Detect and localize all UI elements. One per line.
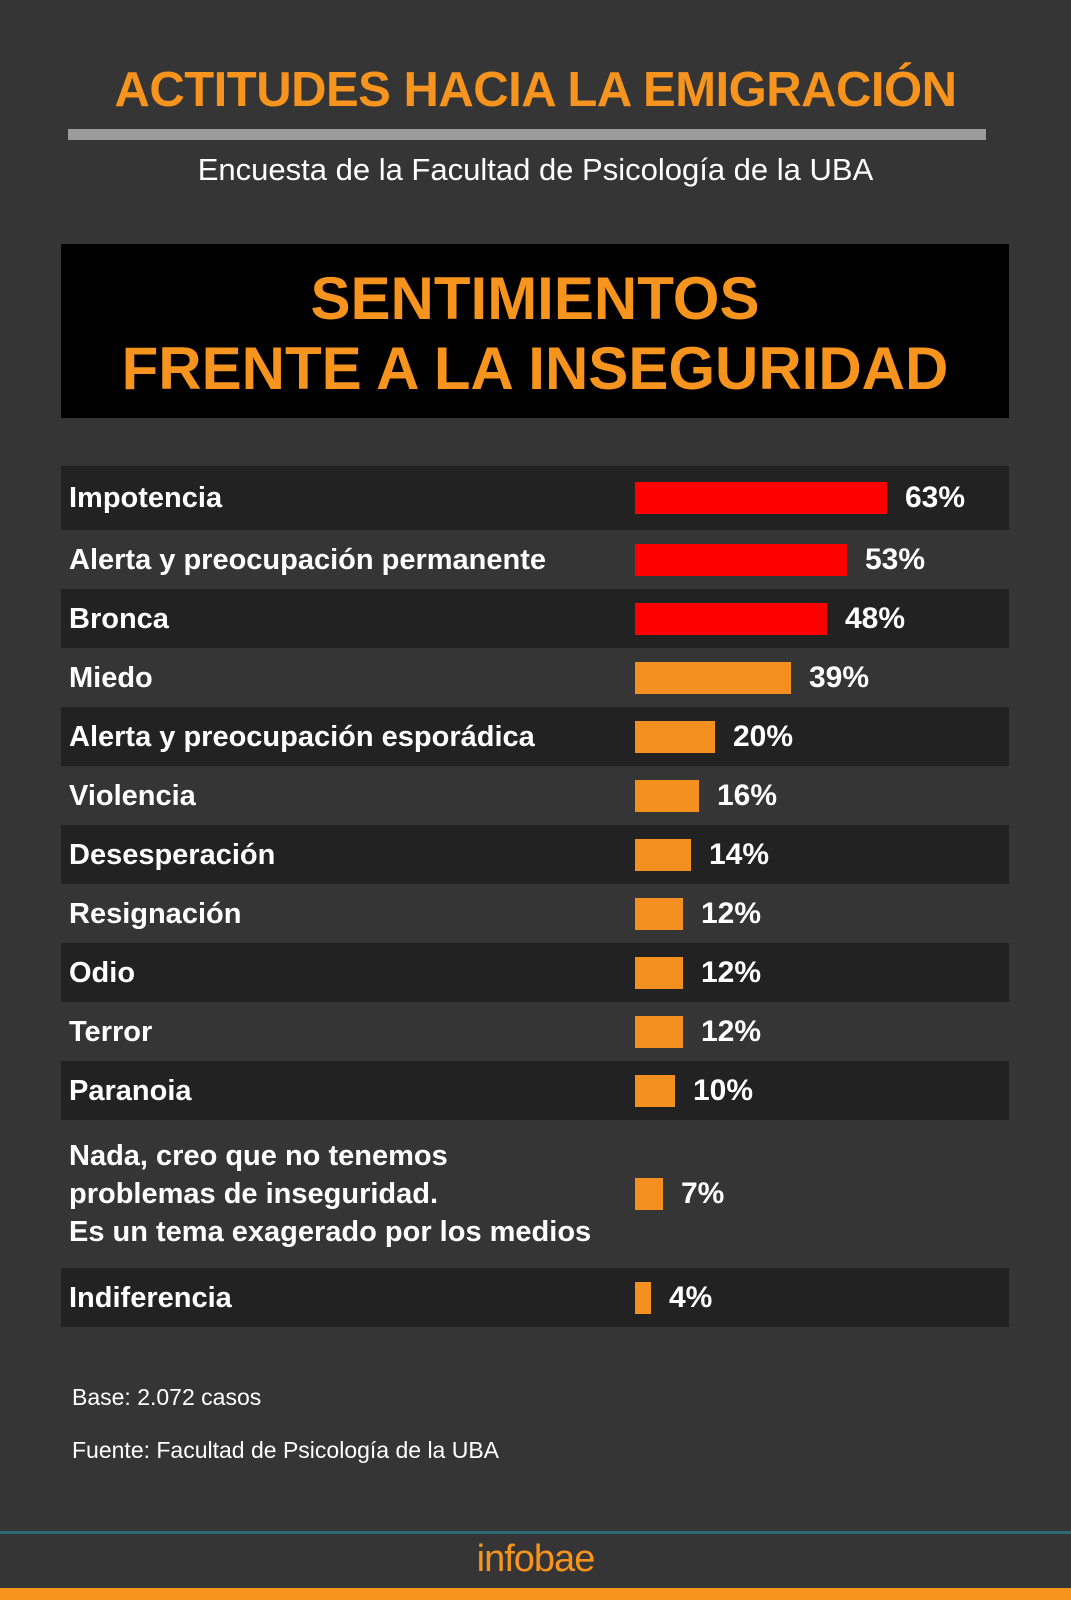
- value-label: 4%: [669, 1280, 713, 1314]
- bar: [635, 1178, 663, 1210]
- category-label: Resignación: [69, 897, 242, 930]
- chart-row: Bronca 48%: [61, 589, 1009, 648]
- value-label: 63%: [905, 481, 966, 514]
- bar: [635, 482, 887, 514]
- title-divider: [68, 129, 986, 140]
- chart-row: Violencia 16%: [61, 766, 1009, 825]
- chart-row: Indiferencia 4%: [61, 1268, 1009, 1327]
- value-label: 7%: [681, 1177, 725, 1210]
- category-label: Nada, creo que no tenemos problemas de i…: [69, 1140, 592, 1248]
- footer-bar: [0, 1588, 1071, 1600]
- category-label: Indiferencia: [69, 1281, 232, 1314]
- bar: [635, 661, 791, 694]
- chart-row: Alerta y preocupación permanente 53%: [61, 530, 1009, 589]
- category-label: Miedo: [69, 661, 153, 694]
- category-label: Paranoia: [69, 1074, 192, 1107]
- category-label: Alerta y preocupación permanente: [69, 543, 547, 576]
- category-label: Terror: [69, 1015, 153, 1048]
- bar: [635, 779, 699, 812]
- bar: [635, 1281, 651, 1314]
- category-label: Desesperación: [69, 838, 276, 871]
- category-label: Alerta y preocupación esporádica: [69, 720, 535, 753]
- chart-row: Resignación 12%: [61, 884, 1009, 943]
- bar: [635, 838, 691, 871]
- subtitle: Encuesta de la Facultad de Psicología de…: [197, 152, 874, 187]
- category-label: Impotencia: [69, 482, 223, 514]
- chart-row: Alerta y preocupación esporádica 20%: [61, 707, 1009, 766]
- bar: [635, 1074, 675, 1107]
- infobae-logo: infobae: [476, 1538, 596, 1580]
- value-label: 12%: [701, 896, 762, 930]
- bar: [635, 543, 847, 576]
- bar: [635, 897, 683, 930]
- base-note: Base: 2.072 casos: [72, 1384, 262, 1410]
- chart-row: Odio 12%: [61, 943, 1009, 1002]
- bar: [635, 1015, 683, 1048]
- bar: [635, 720, 715, 753]
- footer-divider: [0, 1531, 1071, 1534]
- value-label: 10%: [693, 1073, 754, 1107]
- chart-title-line-1: SENTIMIENTOS: [310, 265, 760, 332]
- value-label: 12%: [701, 955, 762, 989]
- chart-row: Desesperación 14%: [61, 825, 1009, 884]
- source-note: Fuente: Facultad de Psicología de la UBA: [72, 1437, 500, 1463]
- category-label: Odio: [69, 956, 136, 989]
- value-label: 48%: [845, 601, 906, 635]
- main-title: ACTITUDES HACIA LA EMIGRACIÓN: [114, 63, 957, 117]
- chart-title-line-2: FRENTE A LA INSEGURIDAD: [121, 335, 949, 402]
- chart-row: Paranoia 10%: [61, 1061, 1009, 1120]
- chart-row: Terror 12%: [61, 1002, 1009, 1061]
- chart-row: Impotencia 63%: [61, 466, 1009, 530]
- value-label: 39%: [809, 660, 870, 694]
- bar: [635, 602, 827, 635]
- value-label: 14%: [709, 837, 770, 871]
- value-label: 16%: [717, 778, 778, 812]
- chart-row: Nada, creo que no tenemos problemas de i…: [61, 1120, 1009, 1268]
- value-label: 20%: [733, 719, 794, 753]
- bar-chart: Impotencia 63% Alerta y preocupación perma…: [61, 466, 1009, 1327]
- category-label: Bronca: [69, 602, 169, 635]
- value-label: 12%: [701, 1014, 762, 1048]
- chart-title-box: SENTIMIENTOS FRENTE A LA INSEGURIDAD: [61, 244, 1009, 418]
- value-label: 53%: [865, 542, 926, 576]
- category-label: Violencia: [69, 779, 196, 812]
- chart-row: Miedo 39%: [61, 648, 1009, 707]
- bar: [635, 956, 683, 989]
